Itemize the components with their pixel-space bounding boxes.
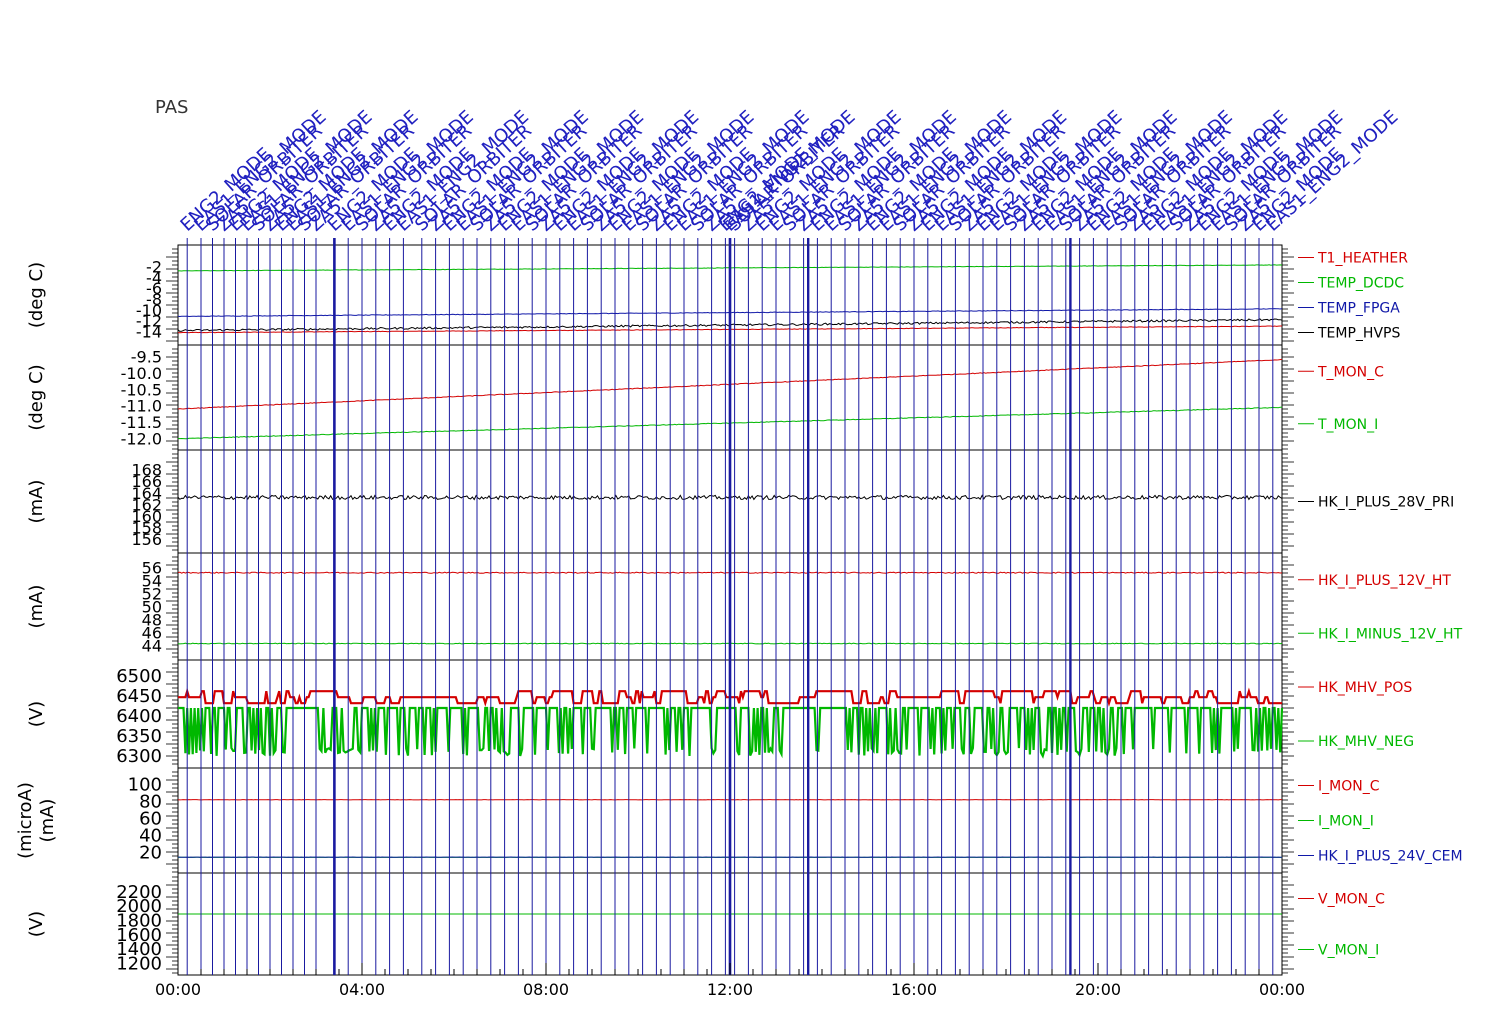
- legend-entry: TEMP_HVPS: [1317, 326, 1400, 342]
- y-tick-label: 52: [142, 585, 162, 604]
- x-tick-label: 20:00: [1075, 980, 1121, 999]
- y-tick-label: -2: [146, 258, 162, 277]
- y-tick-label: -14: [136, 323, 162, 342]
- legend-entry: HK_I_PLUS_12V_HT: [1318, 573, 1451, 589]
- legend-entry: HK_I_PLUS_28V_PRI: [1318, 495, 1454, 511]
- y-tick-label: 2200: [116, 882, 162, 903]
- y-tick-label: 100: [128, 774, 162, 795]
- event-markers: [186, 238, 1274, 975]
- y-tick-label: 6400: [116, 706, 162, 727]
- y-tick-label: 166: [131, 472, 162, 491]
- legend-entry: V_MON_I: [1318, 943, 1379, 959]
- y-tick-label: -11.0: [121, 397, 162, 416]
- y-tick-label: 168: [131, 461, 162, 480]
- panel-2: -9.5-10.0-10.5-11.0-11.5-12.0 (deg C) T_MO…: [26, 344, 1384, 451]
- y-axis-label: (deg C): [26, 262, 47, 328]
- panel-1: -2-4-6-8-10-12-14 (deg C) T1_HEATHER TEMP_D…: [26, 244, 1408, 346]
- y-tick-label: 1200: [116, 953, 162, 974]
- y-tick-label: 20: [139, 842, 162, 863]
- y-axis-label: (deg C): [26, 364, 47, 430]
- x-tick-label: 16:00: [891, 980, 937, 999]
- y-tick-label: 6450: [116, 686, 162, 707]
- y-axis-label: (microA): [15, 782, 36, 859]
- legend-entry: HK_MHV_NEG: [1318, 734, 1414, 750]
- legend-entry: I_MON_C: [1318, 779, 1380, 795]
- legend-entry: TEMP_DCDC: [1317, 276, 1404, 292]
- event-header-labels: ENG2_MODEEAS1_ENG2_MODESOLAR_ORBITERZA5E…: [176, 107, 1402, 236]
- x-axis: 00:00 04:00 08:00 12:00 16:00 20:00 00:00: [155, 963, 1305, 999]
- y-axis-label: (V): [26, 701, 47, 727]
- x-tick-label: 12:00: [707, 980, 753, 999]
- x-tick-label: 08:00: [523, 980, 569, 999]
- y-tick-label: 54: [142, 572, 162, 591]
- y-tick-label: 44: [142, 637, 162, 656]
- y-axis-label: (mA): [26, 585, 47, 629]
- y-tick-label: -12: [136, 312, 162, 331]
- y-tick-label: -10: [136, 301, 162, 320]
- y-tick-label: 80: [139, 791, 162, 812]
- y-tick-label: 2000: [116, 896, 162, 917]
- y-tick-label: 1600: [116, 925, 162, 946]
- y-tick-label: 158: [131, 519, 162, 538]
- y-tick-label: 156: [131, 530, 162, 549]
- instrument-title: PAS: [155, 97, 189, 118]
- y-tick-label: -11.5: [121, 413, 162, 432]
- y-tick-label: -10.5: [121, 380, 162, 399]
- legend-entry: V_MON_C: [1318, 892, 1385, 908]
- y-tick-label: 6500: [116, 666, 162, 687]
- y-tick-label: -9.5: [131, 347, 162, 366]
- y-tick-label: 56: [142, 559, 162, 578]
- x-tick-label: 00:00: [155, 980, 201, 999]
- legend-entry: HK_MHV_POS: [1318, 680, 1412, 696]
- y-tick-label: -10.0: [121, 364, 162, 383]
- legend-entry: HK_I_MINUS_12V_HT: [1318, 626, 1463, 642]
- y-axis-label: (mA): [26, 480, 47, 524]
- x-tick-label: 00:00: [1259, 980, 1305, 999]
- x-tick-label: 04:00: [339, 980, 385, 999]
- y-tick-label: 50: [142, 598, 162, 617]
- y-tick-label: 162: [131, 495, 162, 514]
- legend-entry: T_MON_I: [1317, 417, 1378, 433]
- legend-entry: T1_HEATHER: [1317, 251, 1408, 267]
- y-tick-label: 48: [142, 611, 162, 630]
- legend-entry: T_MON_C: [1317, 364, 1384, 380]
- y-axis-label: (V): [26, 911, 47, 937]
- y-tick-label: 160: [131, 507, 162, 526]
- y-tick-label: -4: [146, 268, 162, 287]
- y-tick-label: 6300: [116, 746, 162, 767]
- y-tick-label: 6350: [116, 726, 162, 747]
- y-tick-label: -12.0: [121, 430, 162, 449]
- y-tick-label: 46: [142, 624, 162, 643]
- legend-entry: HK_I_PLUS_24V_CEM: [1318, 849, 1463, 865]
- y-axis-label: (mA): [37, 799, 58, 843]
- y-tick-label: -8: [146, 290, 162, 309]
- legend-entry: TEMP_FPGA: [1317, 301, 1400, 317]
- y-tick-label: 40: [139, 825, 162, 846]
- y-tick-label: 60: [139, 808, 162, 829]
- y-tick-label: 1800: [116, 910, 162, 931]
- legend-entry: I_MON_I: [1318, 814, 1374, 830]
- y-tick-label: -6: [146, 279, 162, 298]
- y-tick-label: 164: [131, 484, 162, 503]
- y-tick-label: 1400: [116, 939, 162, 960]
